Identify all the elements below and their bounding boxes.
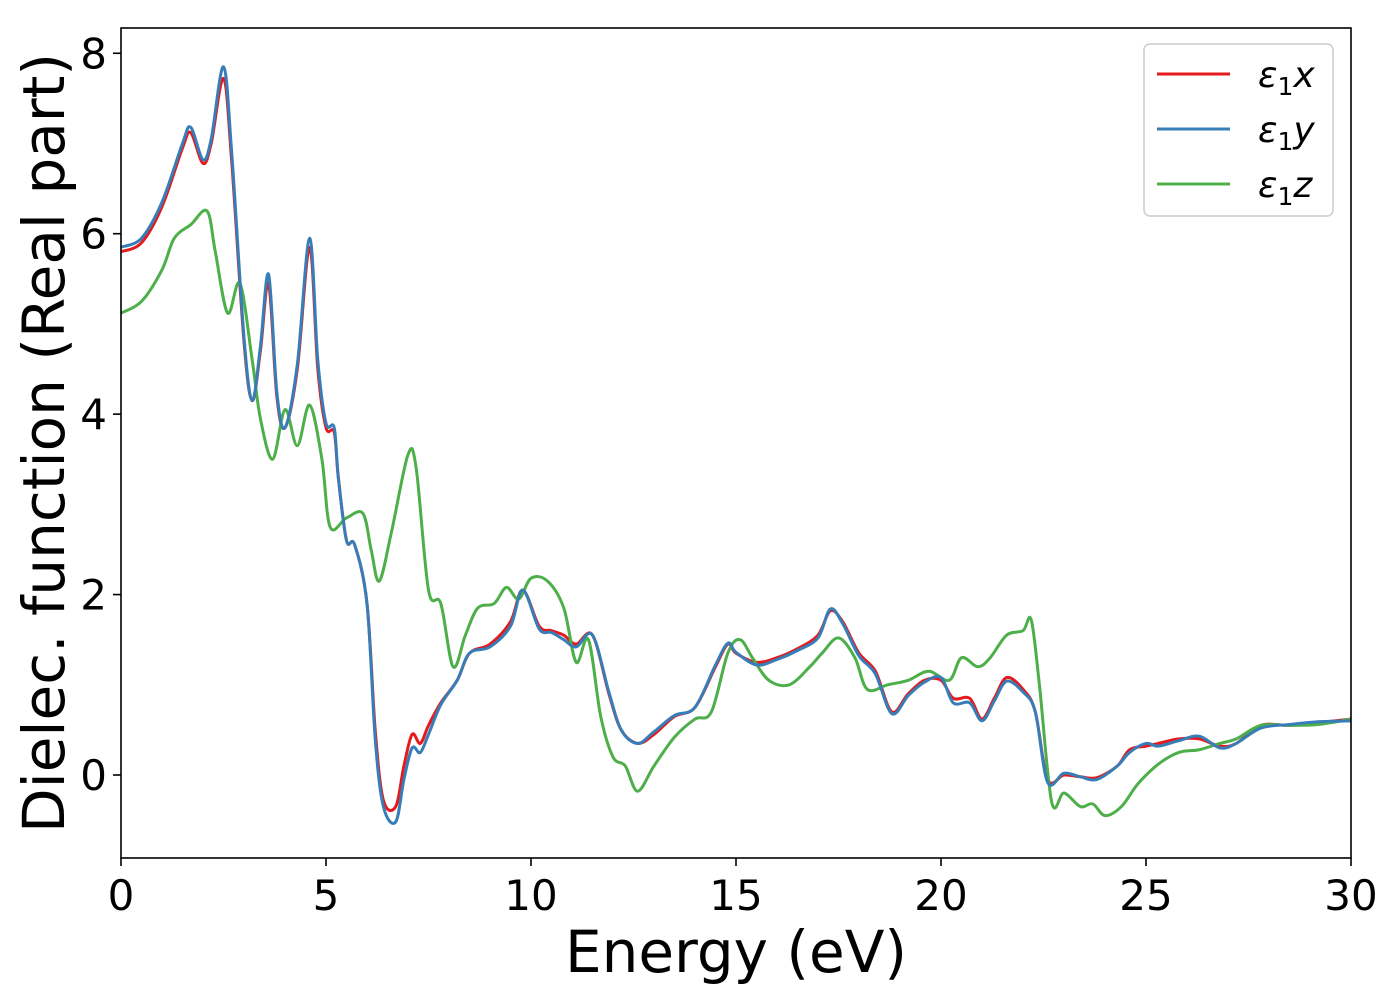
legend-label-y: ε1y: [1258, 110, 1315, 156]
legend-symbol: ε: [1258, 165, 1277, 206]
x-tick-label: 25: [1119, 871, 1172, 920]
y-tick-label: 6: [80, 210, 107, 259]
legend-subscript: 1: [1277, 127, 1293, 156]
x-tick-label: 10: [504, 871, 557, 920]
legend-axis: x: [1292, 55, 1315, 96]
legend-symbol: ε: [1258, 110, 1277, 151]
x-axis-label: Energy (eV): [565, 918, 907, 986]
y-tick-label: 0: [80, 751, 107, 800]
y-tick-label: 8: [80, 29, 107, 78]
series-layer: [121, 65, 1351, 825]
y-tick-label: 2: [80, 571, 107, 620]
legend-axis: y: [1292, 110, 1315, 151]
series-line-z: [121, 208, 1351, 818]
legend-subscript: 1: [1277, 72, 1293, 101]
x-tick-label: 15: [709, 871, 762, 920]
y-axis-label: Dielec. function (Real part): [10, 53, 78, 833]
x-tick-label: 0: [108, 871, 135, 920]
legend-symbol: ε: [1258, 55, 1277, 96]
series-line-y: [121, 65, 1351, 825]
legend-subscript: 1: [1277, 182, 1293, 211]
x-tick-label: 30: [1324, 871, 1377, 920]
y-tick-label: 4: [80, 390, 107, 439]
legend-label-z: ε1z: [1258, 165, 1313, 211]
x-tick-label: 20: [914, 871, 967, 920]
legend-box: [1143, 43, 1334, 217]
legend-label-x: ε1x: [1258, 55, 1315, 101]
legend-axis: z: [1292, 165, 1313, 206]
x-tick-label: 5: [313, 871, 340, 920]
ticks-layer: 0 5 10 15 20 25 30 0 2 4 6 8: [80, 29, 1377, 920]
